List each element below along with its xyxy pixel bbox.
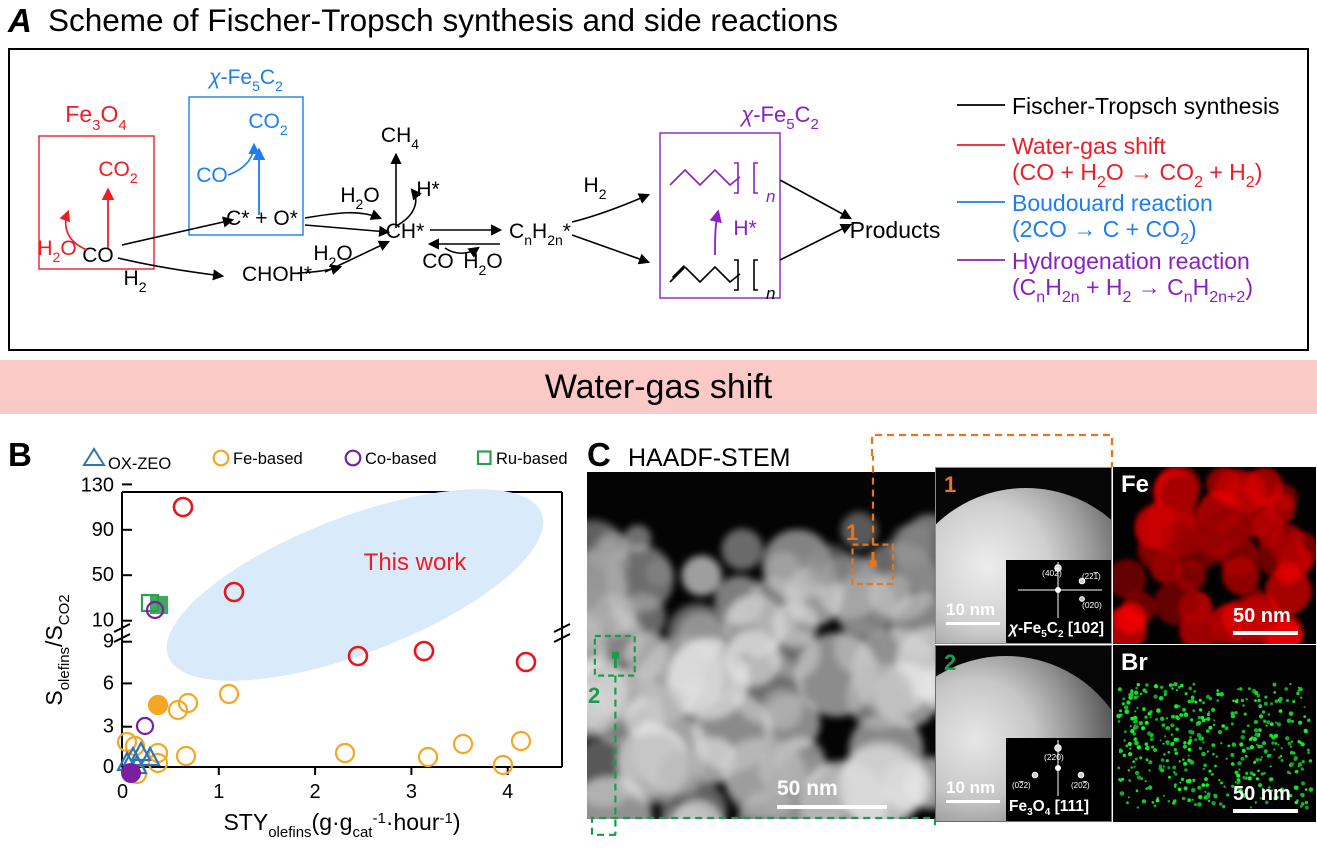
svg-text:130: 130: [81, 474, 114, 496]
svg-text:CO2: CO2: [248, 110, 288, 138]
svg-text:H2O: H2O: [340, 184, 379, 212]
svg-text:CnH2n*: CnH2n*: [509, 220, 571, 248]
svg-text:H2: H2: [124, 267, 147, 295]
svg-text:Co-based: Co-based: [365, 450, 437, 468]
svg-text:6: 6: [103, 672, 114, 694]
svg-text:H*: H*: [733, 217, 756, 240]
svg-text:10: 10: [92, 610, 114, 632]
svg-text:1: 1: [213, 781, 224, 803]
svg-text:Fe-based: Fe-based: [233, 450, 303, 468]
svg-text:CO2: CO2: [98, 158, 138, 186]
svg-text:(402): (402): [1042, 568, 1062, 578]
svg-text:CO: CO: [196, 164, 228, 187]
svg-text:3: 3: [406, 781, 417, 803]
svg-text:Fischer-Tropsch synthesis: Fischer-Tropsch synthesis: [1012, 93, 1280, 119]
svg-text:H*: H*: [416, 178, 439, 201]
svg-text:(022): (022): [1012, 781, 1031, 790]
svg-text:CHOH*: CHOH*: [242, 263, 312, 286]
svg-text:(2CO → C + CO2): (2CO → C + CO2): [1012, 216, 1197, 248]
svg-text:OX-ZEO: OX-ZEO: [108, 455, 171, 473]
svg-text:Water-gas shift: Water-gas shift: [1012, 133, 1166, 159]
svg-text:H2: H2: [584, 174, 607, 202]
svg-text:Solefins/SCO2: Solefins/SCO2: [41, 594, 73, 705]
svg-text:50: 50: [92, 564, 114, 586]
svg-text:H2O: H2O: [463, 250, 502, 278]
svg-text:CO: CO: [82, 244, 114, 267]
svg-text:3: 3: [103, 716, 114, 738]
svg-text:(221): (221): [1082, 572, 1101, 581]
svg-text:9: 9: [103, 631, 114, 653]
svg-text:90: 90: [92, 519, 114, 541]
svg-text:STYolefins(g·gcat-1·hour-1): STYolefins(g·gcat-1·hour-1): [223, 809, 460, 841]
svg-text:Products: Products: [850, 217, 941, 243]
svg-text:n: n: [766, 284, 775, 303]
svg-text:(202): (202): [1071, 781, 1090, 790]
svg-text:(220): (220): [1044, 752, 1064, 762]
svg-text:C* + O*: C* + O*: [226, 207, 298, 230]
svg-text:(020): (020): [1082, 600, 1102, 610]
svg-text:CO: CO: [422, 250, 454, 273]
svg-text:Fe3O4: Fe3O4: [65, 101, 126, 134]
svg-text:0: 0: [103, 756, 114, 778]
svg-text:0: 0: [117, 781, 128, 803]
svg-text:This work: This work: [364, 549, 468, 576]
svg-text:4: 4: [502, 781, 513, 803]
svg-text:n: n: [766, 187, 775, 206]
svg-text:χ-Fe5C2: χ-Fe5C2: [739, 102, 819, 133]
svg-text:χ-Fe5C2: χ-Fe5C2: [207, 66, 283, 94]
svg-text:(CO + H2O → CO2 + H2): (CO + H2O → CO2 + H2): [1012, 159, 1262, 191]
svg-text:Ru-based: Ru-based: [496, 450, 568, 468]
svg-text:CH4: CH4: [381, 124, 419, 152]
svg-text:CH*: CH*: [386, 220, 425, 243]
svg-text:H2O: H2O: [313, 242, 352, 270]
svg-text:2: 2: [310, 781, 321, 803]
svg-text:Boudouard reaction: Boudouard reaction: [1012, 190, 1213, 216]
svg-text:(CnH2n + H2 → CnH2n+2): (CnH2n + H2 → CnH2n+2): [1012, 274, 1253, 306]
svg-text:Hydrogenation reaction: Hydrogenation reaction: [1012, 248, 1250, 274]
svg-text:H2O: H2O: [37, 237, 76, 265]
